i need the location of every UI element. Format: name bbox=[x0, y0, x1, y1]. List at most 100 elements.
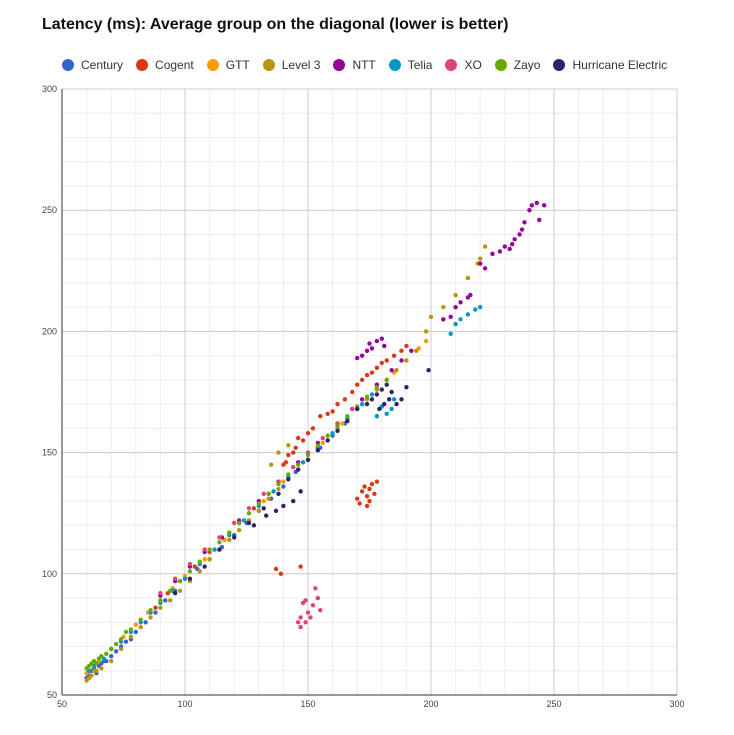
point-cogent bbox=[300, 438, 306, 443]
point-ntt bbox=[374, 338, 380, 344]
legend-marker bbox=[494, 59, 507, 71]
point-cogent bbox=[325, 411, 330, 417]
point-ntt bbox=[490, 251, 495, 257]
legend-marker bbox=[206, 59, 219, 71]
legend-marker bbox=[136, 59, 149, 71]
x-tick-label: 200 bbox=[423, 699, 438, 709]
point-level-3 bbox=[148, 615, 153, 620]
legend-item-ntt[interactable]: NTT bbox=[333, 58, 376, 72]
point-ntt bbox=[409, 348, 414, 353]
point-gtt bbox=[340, 421, 345, 426]
point-hurricane-electric bbox=[394, 401, 399, 407]
point-zayo bbox=[364, 394, 370, 400]
point-century bbox=[281, 484, 286, 489]
point-cogent bbox=[374, 365, 380, 370]
point-zayo bbox=[286, 472, 291, 477]
legend-item-cogent[interactable]: Cogent bbox=[136, 58, 194, 72]
point-zayo bbox=[177, 578, 183, 584]
point-level-3 bbox=[207, 557, 212, 562]
point-level-3 bbox=[478, 256, 483, 261]
point-ntt bbox=[517, 232, 522, 237]
legend-marker bbox=[333, 59, 346, 71]
legend-label: Zayo bbox=[513, 58, 541, 72]
point-xo bbox=[298, 624, 303, 630]
point-zayo bbox=[246, 511, 252, 516]
point-zayo bbox=[315, 443, 321, 448]
point-hurricane-electric bbox=[251, 523, 257, 528]
point-xo bbox=[232, 520, 237, 526]
legend-marker bbox=[445, 59, 458, 71]
point-ntt bbox=[448, 314, 453, 320]
point-hurricane-electric bbox=[281, 503, 286, 509]
point-cogent bbox=[379, 360, 384, 366]
point-ntt bbox=[367, 341, 372, 346]
point-zayo bbox=[99, 654, 104, 659]
legend-item-gtt[interactable]: GTT bbox=[206, 58, 250, 72]
point-xo bbox=[310, 603, 316, 608]
point-cogent bbox=[372, 491, 377, 497]
point-xo bbox=[315, 595, 321, 601]
point-century bbox=[163, 598, 168, 603]
point-hurricane-electric bbox=[384, 382, 389, 387]
point-cogent bbox=[391, 353, 397, 358]
point-level-3 bbox=[128, 634, 134, 640]
point-zayo bbox=[197, 559, 202, 564]
legend-item-level-3[interactable]: Level 3 bbox=[262, 58, 320, 72]
point-ntt bbox=[497, 249, 503, 254]
point-hurricane-electric bbox=[399, 397, 404, 402]
point-ntt bbox=[369, 346, 375, 351]
point-cogent bbox=[362, 484, 367, 489]
point-cogent bbox=[364, 372, 370, 378]
point-cogent bbox=[404, 343, 409, 349]
legend-item-xo[interactable]: XO bbox=[445, 58, 482, 72]
legend-item-hurricane-electric[interactable]: Hurricane Electric bbox=[553, 58, 667, 72]
point-telia bbox=[271, 489, 276, 494]
legend-item-telia[interactable]: Telia bbox=[388, 58, 432, 72]
y-tick-label: 100 bbox=[42, 569, 57, 579]
point-telia bbox=[359, 401, 365, 407]
point-xo bbox=[318, 607, 323, 613]
point-century bbox=[133, 629, 138, 635]
point-ntt bbox=[509, 241, 515, 247]
point-cogent bbox=[192, 564, 198, 569]
point-ntt bbox=[519, 227, 525, 232]
point-hurricane-electric bbox=[315, 447, 321, 453]
x-tick-label: 50 bbox=[57, 699, 67, 709]
point-telia bbox=[330, 431, 335, 436]
legend-item-zayo[interactable]: Zayo bbox=[494, 58, 541, 72]
point-level-3 bbox=[428, 314, 434, 320]
point-ntt bbox=[399, 358, 404, 363]
point-zayo bbox=[384, 377, 389, 383]
point-cogent bbox=[364, 494, 370, 499]
point-zayo bbox=[118, 637, 124, 642]
point-zayo bbox=[345, 414, 350, 419]
point-xo bbox=[298, 615, 303, 620]
point-zayo bbox=[138, 617, 143, 623]
legend-label: Hurricane Electric bbox=[572, 58, 668, 72]
plot-area bbox=[62, 89, 677, 695]
point-ntt bbox=[468, 292, 473, 298]
point-telia bbox=[391, 397, 397, 402]
point-cogent bbox=[305, 431, 311, 436]
point-level-3 bbox=[158, 605, 163, 610]
point-cogent bbox=[295, 435, 301, 441]
point-telia bbox=[478, 304, 483, 310]
point-zayo bbox=[335, 423, 340, 429]
legend-item-century[interactable]: Century bbox=[62, 58, 123, 72]
point-gtt bbox=[320, 440, 325, 446]
point-hurricane-electric bbox=[377, 406, 382, 412]
point-xo bbox=[303, 598, 308, 603]
point-telia bbox=[300, 460, 306, 465]
point-ntt bbox=[389, 367, 394, 373]
point-telia bbox=[182, 576, 188, 581]
point-hurricane-electric bbox=[379, 387, 384, 392]
point-level-3 bbox=[256, 508, 261, 513]
legend-marker bbox=[553, 59, 566, 71]
point-ntt bbox=[534, 200, 539, 206]
point-ntt bbox=[482, 266, 488, 271]
y-tick-label: 50 bbox=[47, 690, 57, 700]
point-ntt bbox=[359, 353, 365, 358]
point-ntt bbox=[529, 203, 535, 208]
point-telia bbox=[453, 321, 458, 327]
point-ntt bbox=[502, 244, 507, 249]
